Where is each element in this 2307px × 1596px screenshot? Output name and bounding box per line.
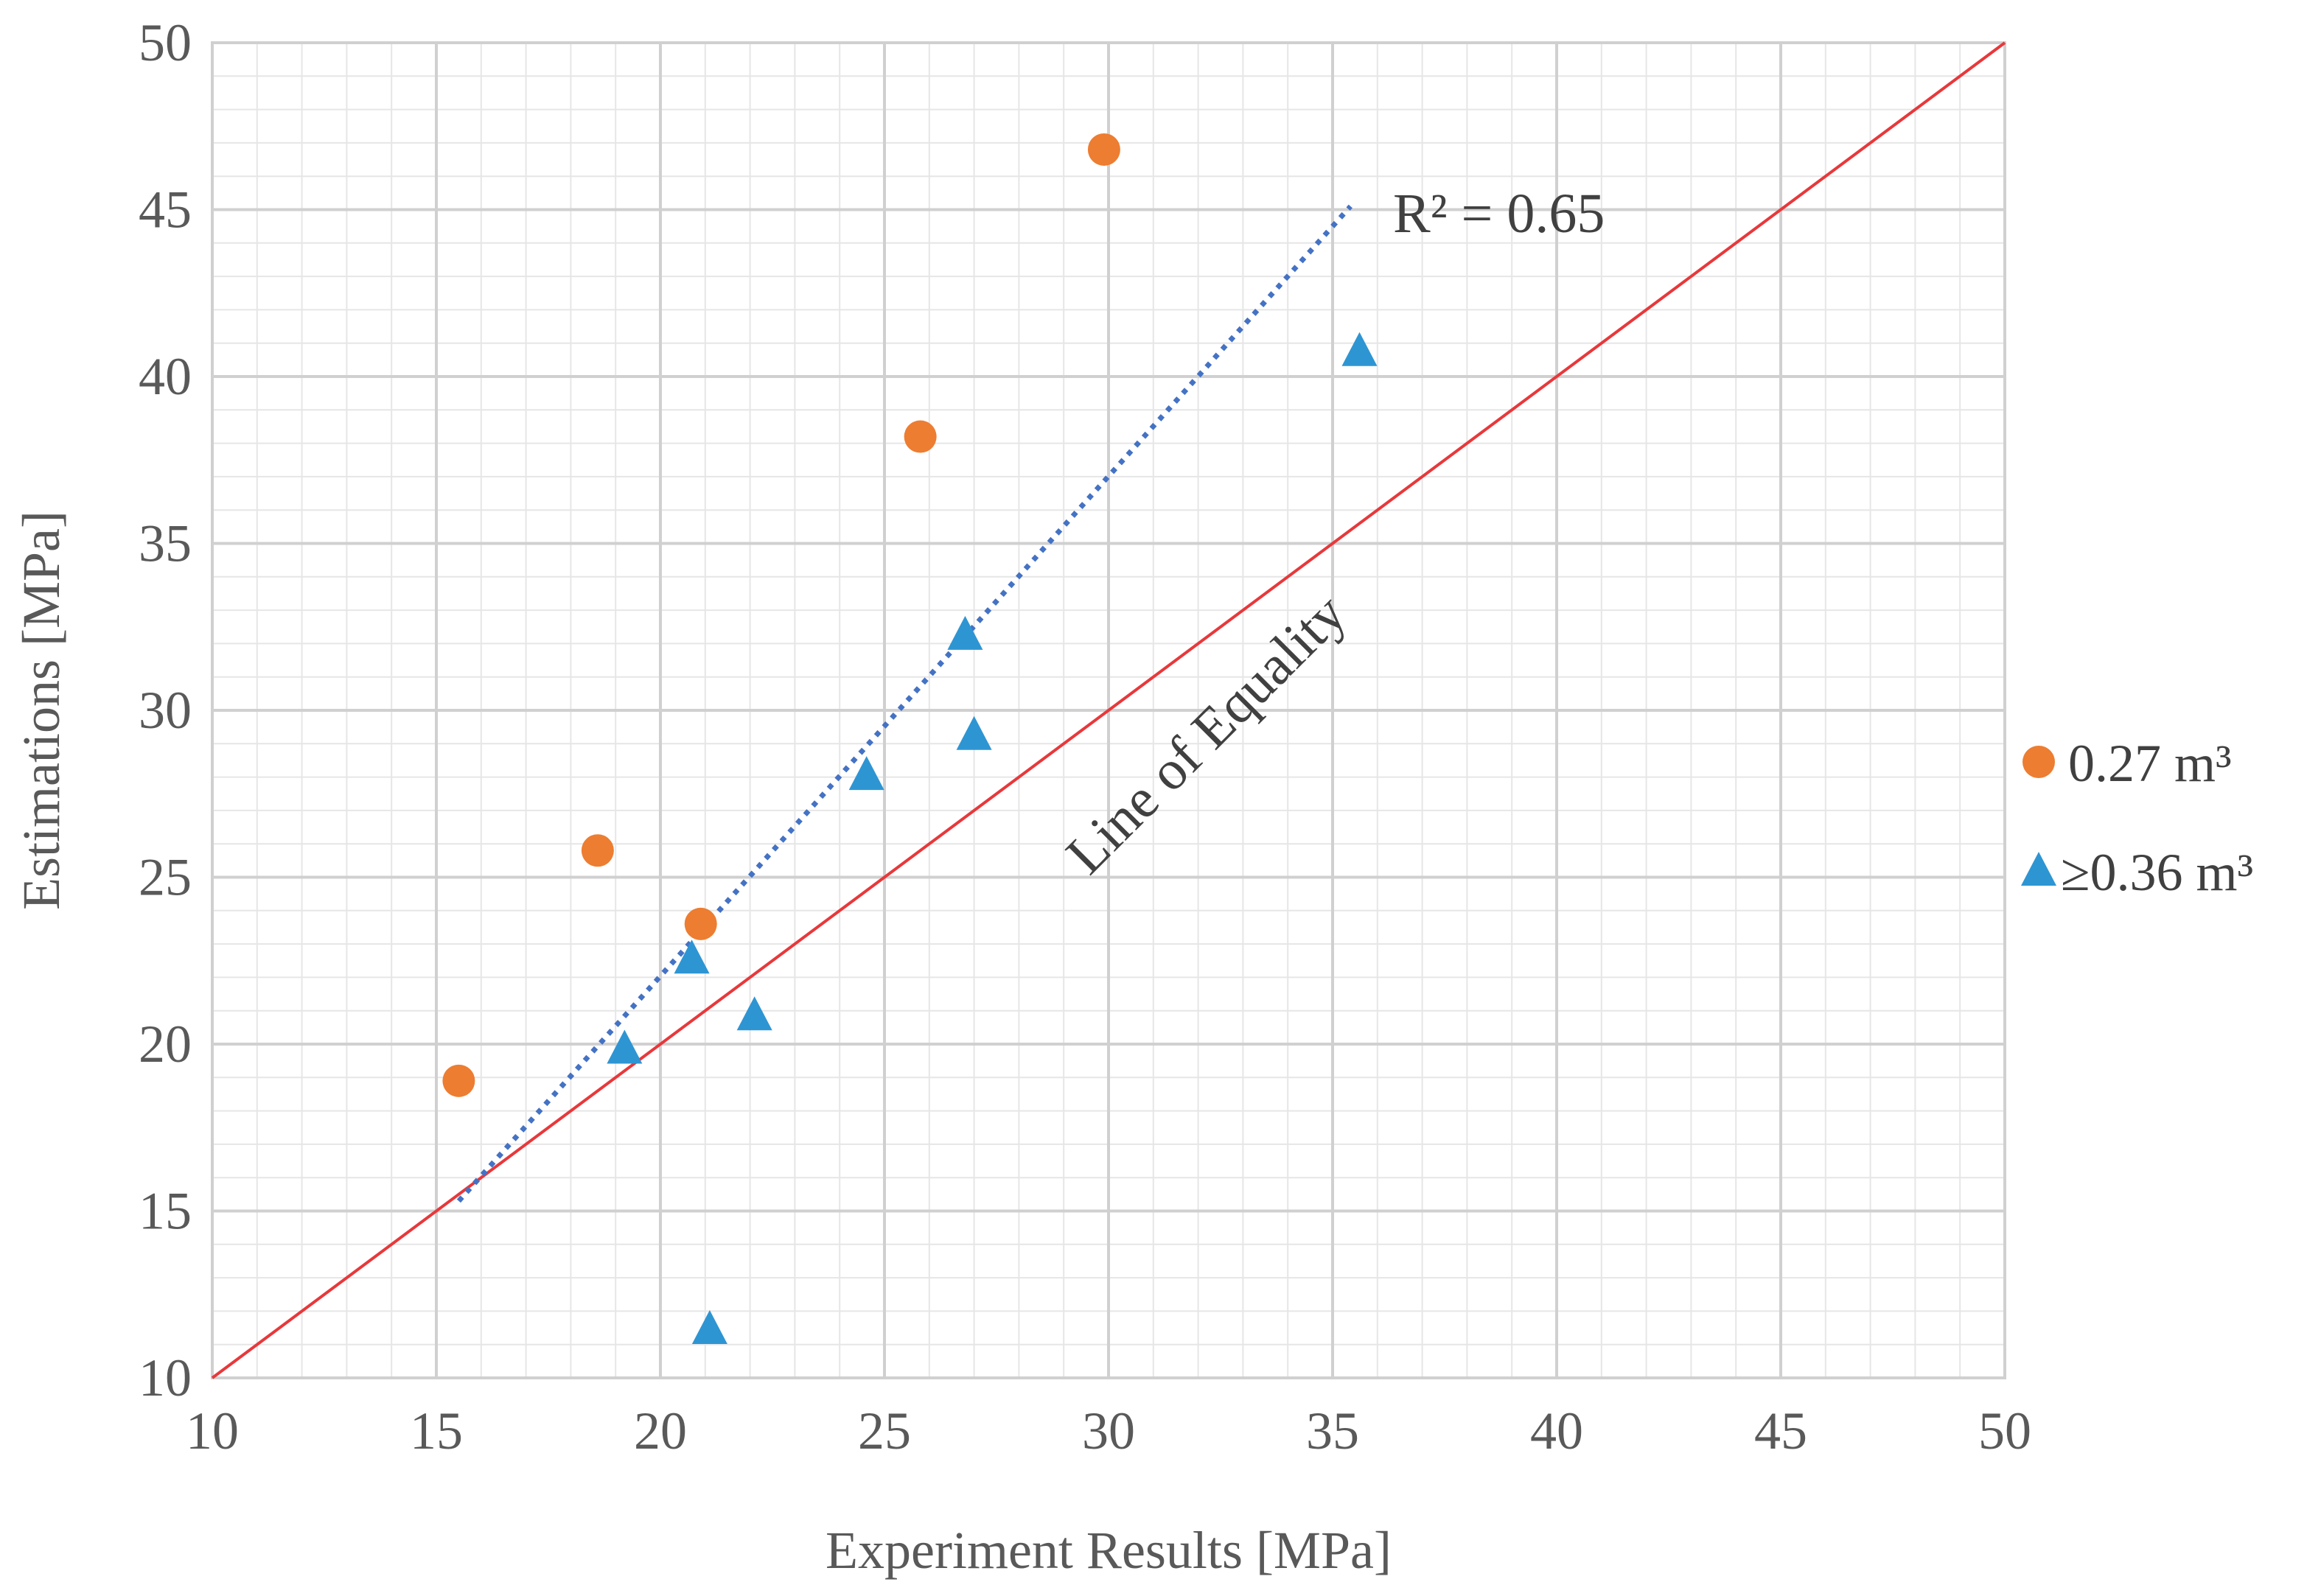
legend-marker-triangle [2021, 852, 2056, 886]
data-point-triangle [674, 939, 710, 974]
data-point-circle [684, 907, 717, 940]
y-tick-label: 45 [139, 181, 192, 239]
y-tick-label: 30 [139, 681, 192, 740]
data-point-circle [1087, 133, 1120, 166]
x-tick-label: 10 [186, 1401, 239, 1460]
y-axis-title: Estimations [MPa] [12, 511, 71, 910]
x-tick-label: 40 [1530, 1401, 1583, 1460]
plot-area-border [211, 41, 2006, 1379]
legend: 0.27 m³ ≥0.36 m³ [2021, 734, 2253, 902]
data-point-triangle [1341, 332, 1378, 366]
x-tick-label: 25 [858, 1401, 911, 1460]
y-tick-label: 10 [139, 1348, 192, 1407]
y-tick-label: 15 [139, 1182, 192, 1241]
data-point-triangle [607, 1029, 643, 1064]
x-tick-label: 45 [1754, 1401, 1807, 1460]
y-tick-label: 50 [139, 13, 192, 72]
data-point-circle [904, 420, 937, 453]
y-tick-label: 40 [139, 347, 192, 406]
x-tick-label: 30 [1082, 1401, 1135, 1460]
x-tick-label: 15 [410, 1401, 463, 1460]
plot-frame [211, 41, 2006, 1379]
r-squared-label: R² = 0.65 [1393, 183, 1605, 245]
data-point-triangle [736, 996, 772, 1031]
data-point-circle [442, 1064, 475, 1097]
legend-label-0-27: 0.27 m³ [2068, 734, 2232, 793]
x-tick-label: 50 [1978, 1401, 2031, 1460]
data-point-triangle [848, 756, 884, 791]
data-point-triangle [947, 615, 983, 650]
y-axis-tick-labels: 10 15 20 25 30 35 40 45 50 [139, 13, 192, 1407]
data-point-circle [581, 834, 614, 867]
data-point-triangle [956, 715, 992, 750]
data-points [442, 133, 1378, 1345]
x-axis-tick-labels: 10 15 20 25 30 35 40 45 50 [186, 1401, 2031, 1460]
line-of-equality [211, 41, 2006, 1379]
legend-marker-circle [2022, 746, 2055, 778]
x-tick-label: 35 [1306, 1401, 1359, 1460]
y-tick-label: 25 [139, 848, 192, 907]
x-tick-label: 20 [634, 1401, 687, 1460]
x-axis-title: Experiment Results [MPa] [826, 1521, 1392, 1580]
trendline [456, 204, 1353, 1203]
y-tick-label: 20 [139, 1015, 192, 1074]
reference-lines [211, 41, 2006, 1379]
data-point-triangle [691, 1310, 727, 1345]
y-tick-label: 35 [139, 514, 192, 573]
legend-label-0-36: ≥0.36 m³ [2061, 843, 2253, 902]
